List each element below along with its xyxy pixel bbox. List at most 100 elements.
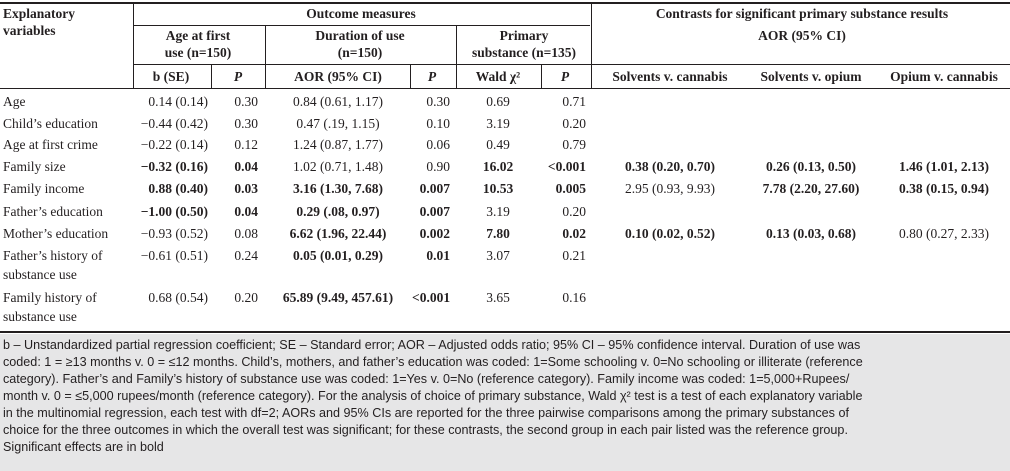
row-label: Father’s education <box>3 204 103 219</box>
vrule-2 <box>265 26 266 89</box>
cell-p-primary: 0.16 <box>562 290 586 305</box>
subheader-p2: P <box>427 69 437 84</box>
cell-wald-chi2: 3.19 <box>486 116 510 131</box>
cell-aor-duration: 3.16 (1.30, 7.68) <box>293 181 383 196</box>
vrule-4 <box>591 3 592 89</box>
cell-wald-chi2: 7.80 <box>486 226 510 241</box>
top-rule <box>0 2 1010 4</box>
row-label: Family income <box>3 181 85 196</box>
subheader-b-se: b (SE) <box>152 69 190 84</box>
subheader-solvents-opium: Solvents v. opium <box>760 69 862 84</box>
cell-wald-chi2: 3.07 <box>486 248 510 263</box>
cell-p-duration: 0.002 <box>419 226 450 241</box>
bottom-rule <box>0 331 1010 333</box>
cell-p-primary: 0.20 <box>562 116 586 131</box>
header-age-first-use-1: Age at first <box>165 28 231 43</box>
header-primary-1: Primary <box>499 28 549 43</box>
cell-p-duration: 0.007 <box>419 204 450 219</box>
cell-wald-chi2: 3.65 <box>486 290 510 305</box>
cell-solvents-v-cannabis: 2.95 (0.93, 9.93) <box>625 181 715 196</box>
cell-aor-duration: 0.05 (0.01, 0.29) <box>293 248 383 263</box>
cell-b-se: −0.61 (0.51) <box>140 248 208 263</box>
cell-aor-duration: 6.62 (1.96, 22.44) <box>289 226 387 241</box>
cell-p-duration: 0.007 <box>419 181 450 196</box>
row-label: Child’s education <box>3 116 98 131</box>
outcome-rule <box>134 25 590 26</box>
footnote-line: b – Unstandardized partial regression co… <box>3 338 861 352</box>
cell-wald-chi2: 0.69 <box>486 94 510 109</box>
cell-p-duration: <0.001 <box>412 290 451 305</box>
cell-p-age-first-use: 0.30 <box>234 94 258 109</box>
cell-opium-v-cannabis: 1.46 (1.01, 2.13) <box>899 159 989 174</box>
cell-p-duration: 0.10 <box>426 116 450 131</box>
cell-p-primary: 0.02 <box>562 226 586 241</box>
cell-b-se: 0.68 (0.54) <box>148 290 208 305</box>
footnote-line: month v. 0 = ≤5,000 rupees/month (refere… <box>3 389 863 403</box>
cell-b-se: −1.00 (0.50) <box>140 204 208 219</box>
cell-opium-v-cannabis: 0.38 (0.15, 0.94) <box>899 181 989 196</box>
header-primary-2: substance (n=135) <box>471 45 577 60</box>
header-explanatory-2: variables <box>3 23 56 38</box>
cell-p-age-first-use: 0.08 <box>234 226 258 241</box>
vrule-1 <box>133 3 134 89</box>
cell-wald-chi2: 3.19 <box>486 204 510 219</box>
vrule-5 <box>211 65 212 89</box>
cell-b-se: −0.32 (0.16) <box>140 159 208 174</box>
cell-wald-chi2: 0.49 <box>486 137 510 152</box>
cell-solvents-v-opium: 0.13 (0.03, 0.68) <box>766 226 856 241</box>
cell-p-primary: 0.71 <box>562 94 586 109</box>
cell-p-primary: 0.21 <box>562 248 586 263</box>
header-outcome-measures: Outcome measures <box>306 6 416 21</box>
cell-solvents-v-opium: 0.26 (0.13, 0.50) <box>766 159 856 174</box>
vrule-6 <box>410 65 411 89</box>
cell-p-duration: 0.30 <box>426 94 450 109</box>
row-label: Father’s history of <box>3 248 103 263</box>
cell-aor-duration: 0.29 (.08, 0.97) <box>296 204 380 219</box>
footnote-line: in the multinomial regression, each test… <box>3 406 849 420</box>
cell-p-age-first-use: 0.12 <box>234 137 258 152</box>
row-label: Age <box>3 94 26 109</box>
cell-p-primary: 0.20 <box>562 204 586 219</box>
subheader-opium-cannabis: Opium v. cannabis <box>890 69 998 84</box>
subheader-p3: P <box>560 69 570 84</box>
subheader-p1: P <box>233 69 243 84</box>
subheader-aor: AOR (95% CI) <box>294 69 382 84</box>
cell-aor-duration: 65.89 (9.49, 457.61) <box>282 290 394 305</box>
cell-aor-duration: 1.02 (0.71, 1.48) <box>293 159 383 174</box>
subheader-wald: Wald χ² <box>475 69 521 84</box>
cell-p-duration: 0.01 <box>426 248 450 263</box>
cell-p-age-first-use: 0.30 <box>234 116 258 131</box>
cell-p-age-first-use: 0.24 <box>234 248 258 263</box>
footnote-line: coded: 1 = ≥13 months v. 0 = ≤12 months.… <box>3 355 863 369</box>
footnote: b – Unstandardized partial regression co… <box>3 337 1007 456</box>
cell-p-age-first-use: 0.04 <box>234 159 258 174</box>
cell-b-se: 0.14 (0.14) <box>148 94 208 109</box>
subheader-top-rule <box>134 64 1010 65</box>
cell-p-primary: 0.005 <box>555 181 586 196</box>
cell-solvents-v-cannabis: 0.10 (0.02, 0.52) <box>625 226 715 241</box>
row-label: Family history of <box>3 290 97 305</box>
cell-solvents-v-cannabis: 0.38 (0.20, 0.70) <box>625 159 715 174</box>
cell-p-primary: <0.001 <box>547 159 586 174</box>
cell-opium-v-cannabis: 0.80 (0.27, 2.33) <box>899 226 989 241</box>
footnote-line: category). Father’s and Family’s history… <box>3 372 850 386</box>
cell-b-se: −0.44 (0.42) <box>140 116 208 131</box>
cell-p-primary: 0.79 <box>562 137 586 152</box>
cell-p-age-first-use: 0.04 <box>234 204 258 219</box>
header-age-first-use-2: use (n=150) <box>164 45 232 60</box>
subheader-solvents-cannabis: Solvents v. cannabis <box>612 69 728 84</box>
header-explanatory-1: Explanatory <box>3 6 76 21</box>
row-label: substance use <box>3 309 77 324</box>
cell-b-se: −0.22 (0.14) <box>140 137 208 152</box>
cell-p-duration: 0.90 <box>426 159 450 174</box>
header-duration-1: Duration of use <box>315 28 405 43</box>
cell-wald-chi2: 16.02 <box>482 159 514 174</box>
cell-p-age-first-use: 0.03 <box>234 181 258 196</box>
cell-p-age-first-use: 0.20 <box>234 290 258 305</box>
cell-aor-duration: 0.84 (0.61, 1.17) <box>293 94 383 109</box>
header-contrasts: Contrasts for significant primary substa… <box>655 6 949 21</box>
row-label: Age at first crime <box>3 137 98 152</box>
cell-aor-duration: 1.24 (0.87, 1.77) <box>293 137 383 152</box>
footnote-line: Significant effects are in bold <box>3 440 164 454</box>
row-label: substance use <box>3 267 77 282</box>
